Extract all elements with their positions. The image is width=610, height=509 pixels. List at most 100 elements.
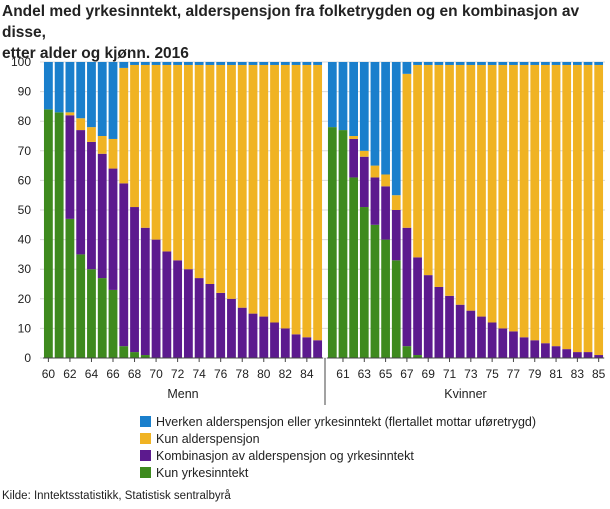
bar-kvinner-83-pension-only — [572, 64, 582, 353]
legend-swatch-combination — [140, 450, 151, 461]
bar-menn-83-neither — [291, 62, 301, 65]
bar-kvinner-84-combination — [583, 352, 593, 358]
bar-menn-75-neither — [205, 62, 215, 65]
legend-label-neither: Hverken alderspensjon eller yrkesinntekt… — [156, 414, 537, 429]
bar-menn-81-pension-only — [270, 64, 279, 323]
bar-kvinner-65-pension-only — [381, 174, 390, 187]
bar-menn-64-combination — [87, 141, 96, 270]
bar-kvinner-72-neither — [455, 62, 465, 65]
panel-label-kvinner: Kvinner — [444, 387, 486, 401]
bar-menn-85-pension-only — [313, 64, 323, 341]
bar-kvinner-85-pension-only — [594, 64, 604, 356]
bar-kvinner-62-neither — [349, 62, 359, 136]
legend-label-pension-only: Kun alderspensjon — [156, 431, 260, 446]
bar-menn-69-pension-only — [140, 64, 150, 228]
bar-kvinner-85-neither — [594, 62, 604, 65]
x-tick-label-kvinner-63: 63 — [358, 367, 372, 381]
bar-menn-75-pension-only — [205, 64, 215, 285]
bar-kvinner-83-neither — [572, 62, 582, 65]
bar-menn-66-combination — [108, 168, 118, 290]
bar-menn-68-pension-only — [130, 64, 139, 208]
legend-item-combination: Kombinasjon av alderspensjon og yrkesinn… — [140, 447, 536, 464]
x-tick-label-menn-84: 84 — [300, 367, 314, 381]
bar-kvinner-75-neither — [487, 62, 497, 65]
bar-kvinner-62-combination — [349, 138, 359, 178]
bar-kvinner-82-pension-only — [562, 64, 572, 350]
bar-menn-72-neither — [173, 62, 183, 65]
bar-menn-83-combination — [291, 334, 301, 358]
x-tick-label-menn-76: 76 — [214, 367, 228, 381]
bar-kvinner-65-income-only — [381, 239, 390, 358]
bar-menn-71-combination — [162, 251, 172, 358]
bar-kvinner-64-combination — [370, 177, 380, 225]
bar-menn-73-pension-only — [183, 64, 193, 270]
x-tick-label-kvinner-61: 61 — [336, 367, 350, 381]
bar-menn-63-pension-only — [76, 118, 86, 131]
bar-kvinner-80-neither — [541, 62, 550, 65]
bar-kvinner-77-neither — [509, 62, 518, 65]
legend: Hverken alderspensjon eller yrkesinntekt… — [140, 413, 536, 481]
bar-kvinner-79-pension-only — [530, 64, 540, 341]
bar-menn-74-combination — [194, 278, 204, 358]
bar-kvinner-81-pension-only — [551, 64, 561, 347]
bar-kvinner-62-pension-only — [349, 136, 359, 139]
source-note: Kilde: Inntektsstatistikk, Statistisk se… — [2, 490, 231, 502]
bar-kvinner-74-neither — [477, 62, 486, 65]
x-tick-label-kvinner-65: 65 — [379, 367, 393, 381]
bar-kvinner-78-combination — [519, 337, 529, 358]
bar-menn-65-pension-only — [97, 136, 107, 154]
bar-menn-77-pension-only — [227, 64, 236, 299]
bar-kvinner-60-income-only — [327, 127, 337, 359]
bar-kvinner-68-combination — [413, 257, 422, 356]
bar-menn-83-pension-only — [291, 64, 301, 335]
bar-kvinner-82-neither — [562, 62, 572, 65]
bar-kvinner-64-neither — [370, 62, 380, 166]
legend-label-combination: Kombinasjon av alderspensjon og yrkesinn… — [156, 448, 414, 463]
x-tick-label-kvinner-77: 77 — [507, 367, 521, 381]
x-tick-label-kvinner-73: 73 — [464, 367, 478, 381]
bar-menn-64-income-only — [87, 269, 96, 358]
bar-menn-69-neither — [140, 62, 150, 65]
x-tick-label-menn-62: 62 — [63, 367, 77, 381]
chart-title: Andel med yrkesinntekt, alderspensjon fr… — [2, 1, 608, 64]
bar-menn-77-combination — [227, 298, 236, 358]
x-tick-label-kvinner-83: 83 — [571, 367, 585, 381]
y-tick-label-10: 10 — [18, 321, 32, 335]
x-tick-label-menn-64: 64 — [85, 367, 99, 381]
x-tick-label-menn-78: 78 — [236, 367, 250, 381]
bar-kvinner-73-combination — [466, 310, 476, 358]
bar-menn-62-income-only — [65, 218, 75, 358]
x-tick-label-kvinner-71: 71 — [443, 367, 457, 381]
bar-menn-81-neither — [270, 62, 279, 65]
bar-kvinner-74-combination — [477, 316, 486, 358]
bar-menn-75-combination — [205, 284, 215, 358]
x-tick-label-menn-68: 68 — [128, 367, 142, 381]
x-tick-label-menn-74: 74 — [192, 367, 206, 381]
bar-menn-68-income-only — [130, 352, 139, 358]
bar-menn-62-combination — [65, 115, 75, 219]
bar-kvinner-66-income-only — [391, 260, 401, 358]
bar-menn-82-neither — [280, 62, 290, 65]
y-tick-label-40: 40 — [18, 233, 32, 247]
bar-kvinner-60-neither — [327, 62, 337, 128]
bar-menn-65-income-only — [97, 278, 107, 358]
bar-menn-61-income-only — [54, 112, 64, 358]
bar-menn-66-neither — [108, 62, 118, 139]
bar-kvinner-67-income-only — [402, 346, 412, 358]
bar-menn-67-pension-only — [119, 67, 129, 184]
bar-menn-80-combination — [259, 316, 269, 358]
bar-kvinner-83-combination — [572, 352, 582, 358]
y-tick-label-0: 0 — [24, 351, 31, 365]
bar-kvinner-73-neither — [466, 62, 476, 65]
bar-kvinner-70-combination — [434, 286, 444, 358]
bar-menn-82-pension-only — [280, 64, 290, 329]
x-tick-label-menn-80: 80 — [257, 367, 271, 381]
bar-menn-85-combination — [313, 340, 323, 358]
y-tick-label-50: 50 — [18, 203, 32, 217]
x-tick-label-kvinner-81: 81 — [549, 367, 563, 381]
bar-kvinner-72-combination — [455, 304, 465, 358]
bar-menn-84-neither — [302, 62, 312, 65]
bar-kvinner-77-pension-only — [509, 64, 518, 332]
bar-menn-60-neither — [43, 62, 53, 110]
bar-kvinner-61-income-only — [338, 130, 348, 358]
